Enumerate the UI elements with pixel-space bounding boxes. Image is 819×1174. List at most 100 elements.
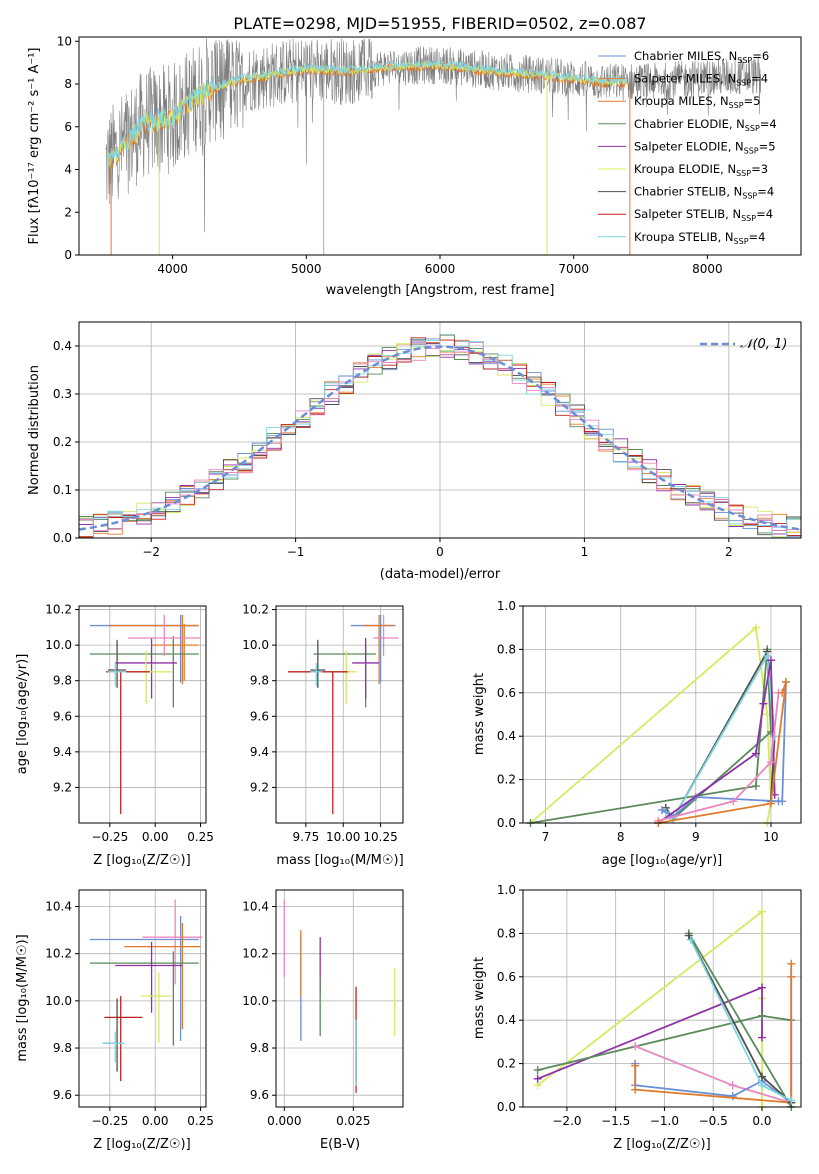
weight-point-marker (757, 1033, 766, 1042)
y-tick-label: 0.2 (53, 435, 72, 449)
mass-vs-z-grid (79, 890, 206, 1107)
mass-vs-z-ylabel: mass [log₁₀(M/M☉)] (15, 934, 30, 1061)
y-tick-label: 9.2 (53, 780, 72, 794)
y-tick-label: 9.4 (53, 745, 72, 759)
y-tick-label: 0.4 (497, 1013, 516, 1027)
y-tick-label: 10.4 (45, 900, 72, 914)
spectrum-legend: Chabrier MILES, NSSP=6 Salpeter MILES, NS… (598, 49, 777, 246)
y-tick-label: 0.0 (497, 816, 516, 830)
weight-vs-age-panel: 7 8 9 10 0.0 0.2 0.4 0.6 0.8 1.0 age [log₁₀(age/y… (472, 599, 802, 868)
age-vs-mass-ticks: 9.75 10.00 10.25 9.2 9.4 9.6 9.8 10.0 10.2 (242, 603, 397, 844)
spectrum-ticks: 4000 5000 6000 7000 8000 0 2 4 6 8 10 (57, 34, 723, 276)
x-tick-label: 10 (763, 830, 778, 844)
spectrum-panel: PLATE=0298, MJD=51955, FIBERID=0502, z=0… (27, 14, 802, 298)
y-tick-label: 1.0 (497, 599, 516, 613)
x-tick-label: 9 (692, 830, 700, 844)
weight-vs-age-data (526, 623, 790, 827)
weight-vs-age-ticks: 7 8 9 10 0.0 0.2 0.4 0.6 0.8 1.0 (497, 599, 779, 844)
y-tick-label: 10.2 (45, 947, 72, 961)
y-tick-label: 2 (64, 205, 72, 219)
normal-curve-legend-label: 𝒩(0, 1) (740, 337, 787, 352)
weight-point-marker (631, 1061, 640, 1070)
spectrum-title: PLATE=0298, MJD=51955, FIBERID=0502, z=0… (233, 14, 646, 33)
weight-vs-z-ylabel: mass weight (472, 957, 487, 1039)
y-tick-label: 9.8 (53, 1041, 72, 1055)
legend-label: Salpeter MILES, NSSP=4 (634, 72, 768, 88)
weight-vs-age-axes-frame (522, 605, 802, 824)
age-vs-mass-xlabel: mass [log₁₀(M/M☉)] (276, 853, 403, 868)
x-tick-label: 0.25 (187, 1114, 214, 1128)
x-tick-label: −2.0 (552, 1114, 581, 1128)
x-tick-label: −0.25 (91, 830, 128, 844)
weight-point-marker (684, 931, 693, 940)
y-tick-label: 10.2 (242, 603, 269, 617)
legend-label: Chabrier MILES, NSSP=6 (634, 49, 769, 65)
x-tick-label: 0.00 (142, 1114, 169, 1128)
x-tick-label: 10.00 (326, 830, 360, 844)
mass-vs-z-panel: −0.25 0.00 0.25 9.6 9.8 10.0 10.2 10.4 Z [log₁₀… (15, 889, 214, 1152)
weight-vs-z-xlabel: Z [log₁₀(Z/Z☉)] (613, 1137, 710, 1152)
weight-point-marker (729, 797, 738, 806)
y-tick-label: 9.8 (250, 1041, 269, 1055)
legend-label: Chabrier STELIB, NSSP=4 (634, 185, 774, 201)
legend-label: Salpeter ELODIE, NSSP=5 (634, 139, 776, 155)
y-tick-label: 9.6 (250, 1088, 269, 1102)
weight-point-marker (751, 782, 760, 791)
weight-point-marker (781, 677, 790, 686)
residuals-panel: −2 −1 0 1 2 0.0 0.1 0.2 0.3 0.4 (data-model)/erro… (27, 321, 802, 582)
x-tick-label: 0.25 (187, 830, 214, 844)
x-tick-label: −0.25 (91, 1114, 128, 1128)
x-tick-label: −0.5 (699, 1114, 728, 1128)
weight-vs-z-panel: −2.0 −1.5 −1.0 −0.5 0.0 0.0 0.2 0.4 0.6 0.8 1.0 Z … (472, 883, 802, 1152)
y-tick-label: 9.8 (250, 674, 269, 688)
age-vs-mass-axes-frame (275, 605, 404, 824)
x-tick-label: 7000 (558, 262, 589, 276)
x-tick-label: 0 (436, 545, 444, 559)
residuals-ticks: −2 −1 0 1 2 0.0 0.1 0.2 0.3 0.4 (53, 339, 733, 559)
y-tick-label: 9.6 (53, 709, 72, 723)
weight-vs-age-grid (523, 605, 801, 824)
y-tick-label: 0.4 (497, 729, 516, 743)
y-tick-label: 0.6 (497, 970, 516, 984)
residuals-xlabel: (data-model)/error (380, 567, 501, 582)
weight-point-marker (757, 907, 766, 916)
x-tick-label: 0.0 (752, 1114, 771, 1128)
y-tick-label: 0 (64, 248, 72, 262)
y-tick-label: 10.0 (45, 638, 72, 652)
weight-point-marker (751, 749, 760, 758)
x-tick-label: 4000 (157, 262, 188, 276)
weight-point-marker (778, 688, 787, 697)
weight-point-marker (757, 1011, 766, 1020)
x-tick-label: 8000 (692, 262, 723, 276)
weight-series-line (661, 681, 787, 818)
y-tick-label: 9.6 (53, 1088, 72, 1102)
y-tick-label: 0.1 (53, 483, 72, 497)
weight-point-marker (766, 799, 775, 808)
weight-point-marker (757, 1081, 766, 1090)
y-tick-label: 9.6 (250, 709, 269, 723)
x-tick-label: −1.5 (601, 1114, 630, 1128)
y-tick-label: 10.2 (45, 603, 72, 617)
x-tick-label: 5000 (291, 262, 322, 276)
weight-point-marker (728, 1092, 737, 1101)
y-tick-label: 9.4 (250, 745, 269, 759)
weight-series-line (657, 692, 780, 822)
weight-point-marker (787, 959, 796, 968)
y-tick-label: 10.0 (242, 994, 269, 1008)
x-tick-label: 0.000 (267, 1114, 301, 1128)
observed-spectrum-line (105, 38, 762, 233)
y-tick-label: 0.4 (53, 339, 72, 353)
residuals-data (78, 334, 802, 539)
y-tick-label: 0.2 (497, 1057, 516, 1071)
x-tick-label: 1 (581, 545, 589, 559)
y-tick-label: 0.0 (53, 531, 72, 545)
x-tick-label: −1 (287, 545, 305, 559)
residuals-ylabel: Normed distribution (27, 365, 42, 495)
age-vs-z-axes-frame (78, 605, 207, 824)
weight-vs-age-xlabel: age [log₁₀(age/yr)] (602, 853, 723, 868)
weight-point-marker (757, 983, 766, 992)
mass-vs-ebv-ticks: 0.000 0.025 9.6 9.8 10.0 10.2 10.4 (242, 900, 370, 1128)
x-tick-label: 2 (725, 545, 733, 559)
y-tick-label: 10.0 (242, 638, 269, 652)
x-tick-label: 10.25 (363, 830, 397, 844)
